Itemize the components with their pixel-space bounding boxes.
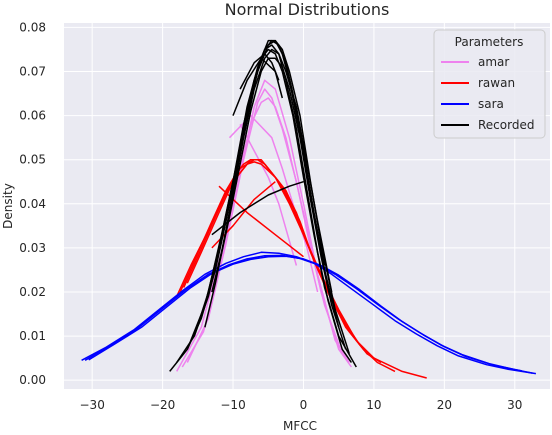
x-tick-label: 30 <box>507 398 522 412</box>
series-line <box>239 53 280 90</box>
y-tick-label: 0.04 <box>19 197 46 211</box>
series-line <box>176 44 353 363</box>
y-tick-label: 0.07 <box>19 65 46 79</box>
x-tick-label: 20 <box>437 398 452 412</box>
y-tick-label: 0.02 <box>19 285 46 299</box>
x-tick-label: 0 <box>300 398 308 412</box>
y-tick-label: 0.05 <box>19 153 46 167</box>
legend: Parameters amar rawan sara Recorded <box>433 29 546 139</box>
x-ticks: −30 −20 −10 0 10 20 30 <box>80 398 523 412</box>
x-tick-label: −10 <box>220 398 245 412</box>
series-line <box>239 124 298 266</box>
legend-label: Recorded <box>478 118 534 132</box>
legend-title: Parameters <box>455 35 524 49</box>
x-axis-label: MFCC <box>283 419 317 433</box>
series-line <box>218 57 326 266</box>
series-line <box>193 39 340 337</box>
legend-label: amar <box>478 55 509 69</box>
series-rawan <box>176 158 427 379</box>
series-line <box>228 114 319 293</box>
series-line <box>211 48 333 293</box>
y-ticks: 0.00 0.01 0.02 0.03 0.04 0.05 0.06 0.07 0.08 <box>19 20 46 387</box>
x-tick-label: −20 <box>150 398 175 412</box>
legend-label: rawan <box>478 76 515 90</box>
chart-title: Normal Distributions <box>225 0 390 19</box>
legend-box <box>433 29 546 139</box>
series-sara <box>81 251 537 375</box>
y-tick-label: 0.08 <box>19 20 46 34</box>
series-layer <box>81 39 537 379</box>
series-line <box>232 57 284 116</box>
x-tick-label: 10 <box>366 398 381 412</box>
series-line <box>88 255 522 372</box>
series-line <box>211 180 304 236</box>
y-tick-label: 0.00 <box>19 373 46 387</box>
x-tick-label: −30 <box>80 398 105 412</box>
y-tick-label: 0.01 <box>19 329 46 343</box>
y-tick-label: 0.06 <box>19 109 46 123</box>
y-tick-label: 0.03 <box>19 241 46 255</box>
legend-label: sara <box>478 97 504 111</box>
series-recorded <box>169 39 357 372</box>
series-line <box>186 158 382 364</box>
y-axis-label: Density <box>1 183 15 229</box>
legend-items: amar rawan sara Recorded <box>441 55 534 132</box>
